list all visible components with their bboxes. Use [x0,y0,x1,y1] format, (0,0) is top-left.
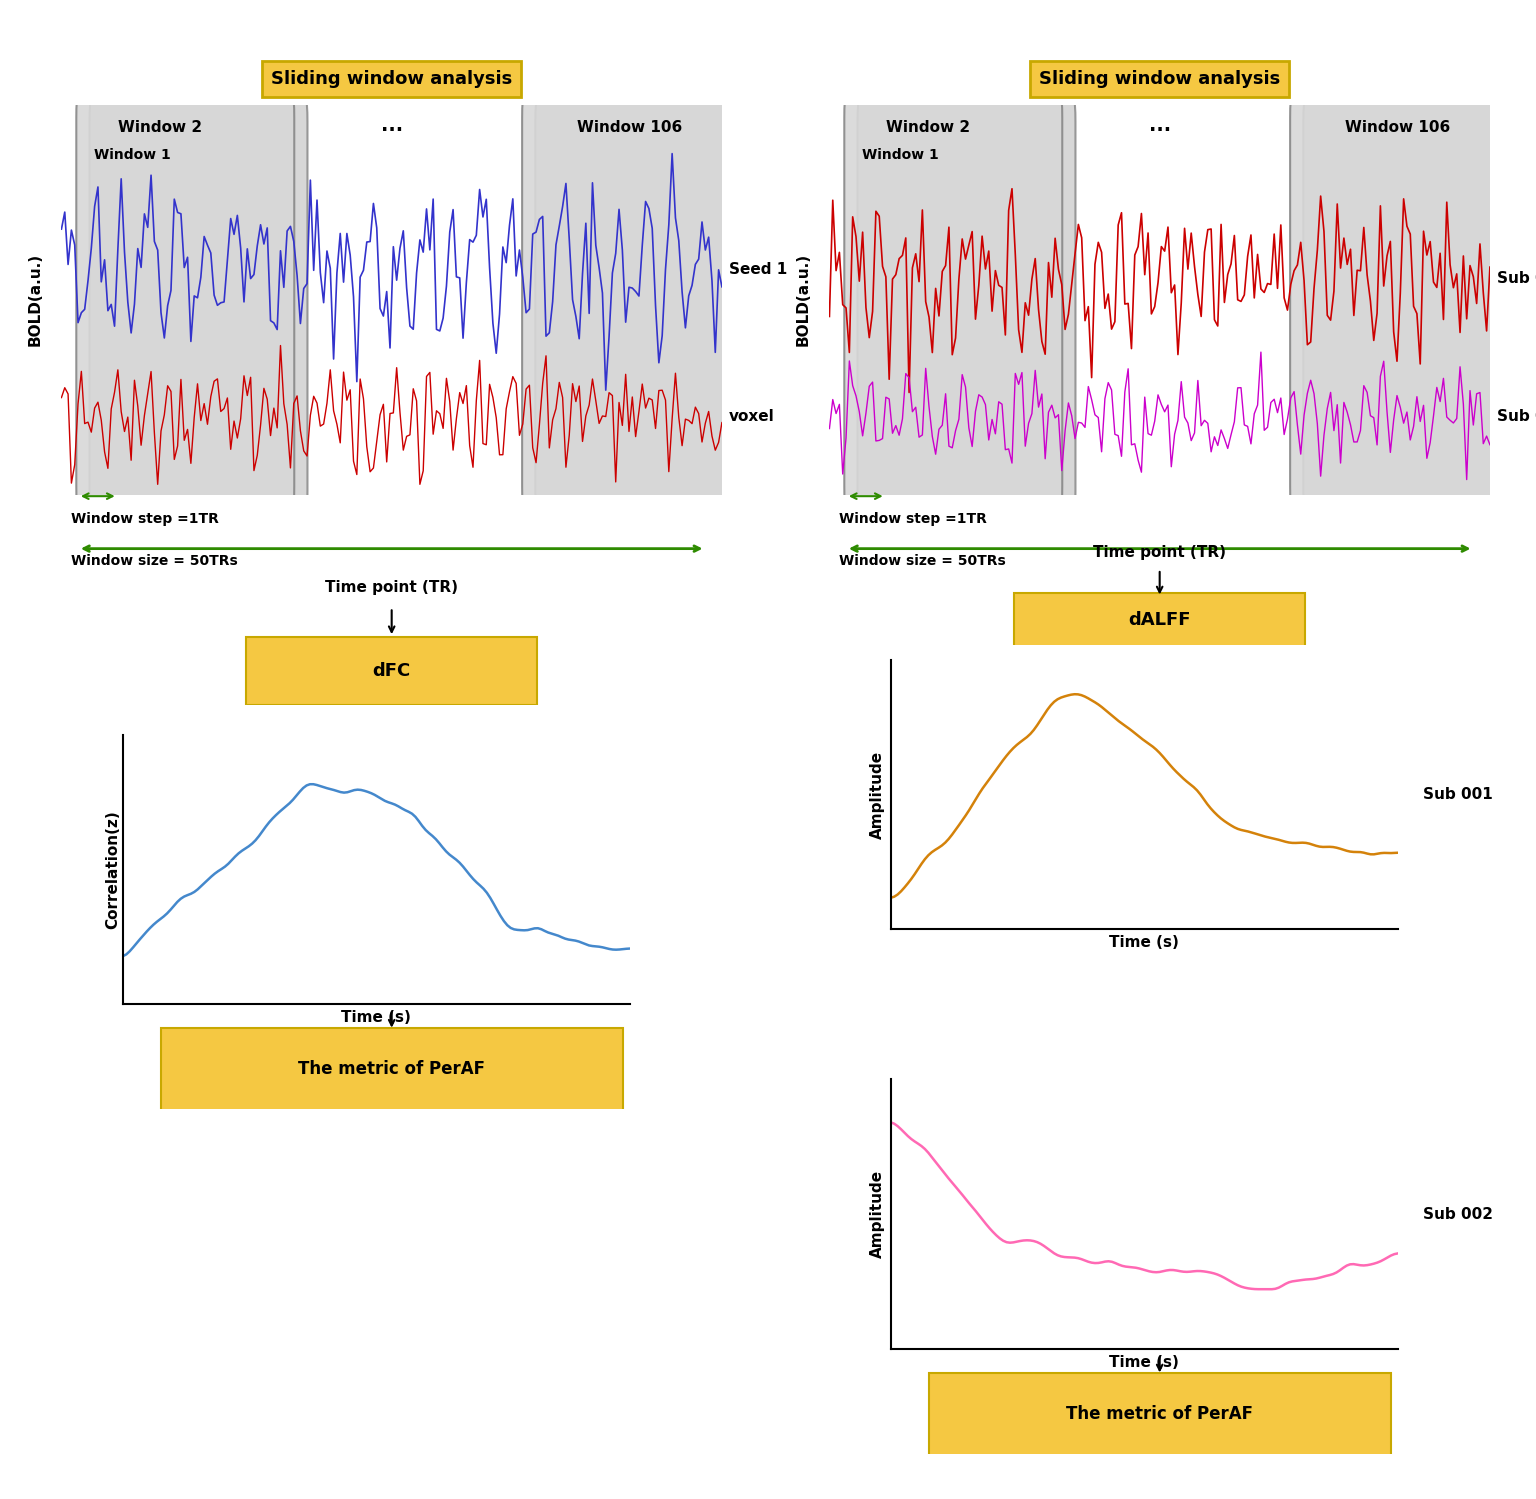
Text: Window step =1TR: Window step =1TR [839,513,988,526]
Text: Window 106: Window 106 [1346,120,1450,135]
Text: Sub 001: Sub 001 [1496,271,1536,286]
Text: Sub 002: Sub 002 [1422,1207,1493,1222]
Text: Time point (TR): Time point (TR) [326,580,458,595]
FancyBboxPatch shape [246,637,538,705]
Text: Window 2: Window 2 [118,120,203,135]
Title: Sliding window analysis: Sliding window analysis [270,70,513,88]
Text: Window size = 50TRs: Window size = 50TRs [839,555,1006,568]
Y-axis label: Correlation(z): Correlation(z) [104,809,120,929]
X-axis label: Time (s): Time (s) [341,1010,412,1025]
Text: Window 2: Window 2 [886,120,971,135]
FancyBboxPatch shape [1304,100,1521,513]
FancyBboxPatch shape [928,1373,1392,1457]
FancyBboxPatch shape [77,96,295,508]
FancyBboxPatch shape [522,96,740,508]
FancyBboxPatch shape [536,100,753,513]
Text: Window size = 50TRs: Window size = 50TRs [71,555,238,568]
Text: Seed 1: Seed 1 [728,262,786,277]
FancyBboxPatch shape [857,100,1075,513]
X-axis label: Time (s): Time (s) [1109,1355,1180,1370]
Text: Window step =1TR: Window step =1TR [71,513,220,526]
FancyBboxPatch shape [89,100,307,513]
Text: The metric of PerAF: The metric of PerAF [298,1060,485,1078]
Text: ...: ... [381,117,402,135]
Text: ...: ... [1149,117,1170,135]
Text: BOLD(a.u.): BOLD(a.u.) [796,253,811,346]
Y-axis label: Amplitude: Amplitude [871,1171,885,1258]
Y-axis label: Amplitude: Amplitude [871,751,885,838]
Text: dALFF: dALFF [1129,612,1190,630]
X-axis label: Time (s): Time (s) [1109,935,1180,950]
FancyBboxPatch shape [1290,96,1508,508]
Title: Sliding window analysis: Sliding window analysis [1038,70,1281,88]
FancyBboxPatch shape [1014,594,1306,648]
Text: Sub 002: Sub 002 [1496,409,1536,424]
Text: The metric of PerAF: The metric of PerAF [1066,1405,1253,1423]
FancyBboxPatch shape [845,96,1063,508]
Text: dFC: dFC [373,661,410,681]
Text: Window 1: Window 1 [95,148,170,162]
Text: voxel: voxel [728,409,774,424]
FancyBboxPatch shape [160,1028,624,1112]
Text: Window 106: Window 106 [578,120,682,135]
Text: BOLD(a.u.): BOLD(a.u.) [28,253,43,346]
Text: Window 1: Window 1 [863,148,938,162]
Text: Sub 001: Sub 001 [1422,787,1493,802]
Text: Time point (TR): Time point (TR) [1094,546,1226,561]
